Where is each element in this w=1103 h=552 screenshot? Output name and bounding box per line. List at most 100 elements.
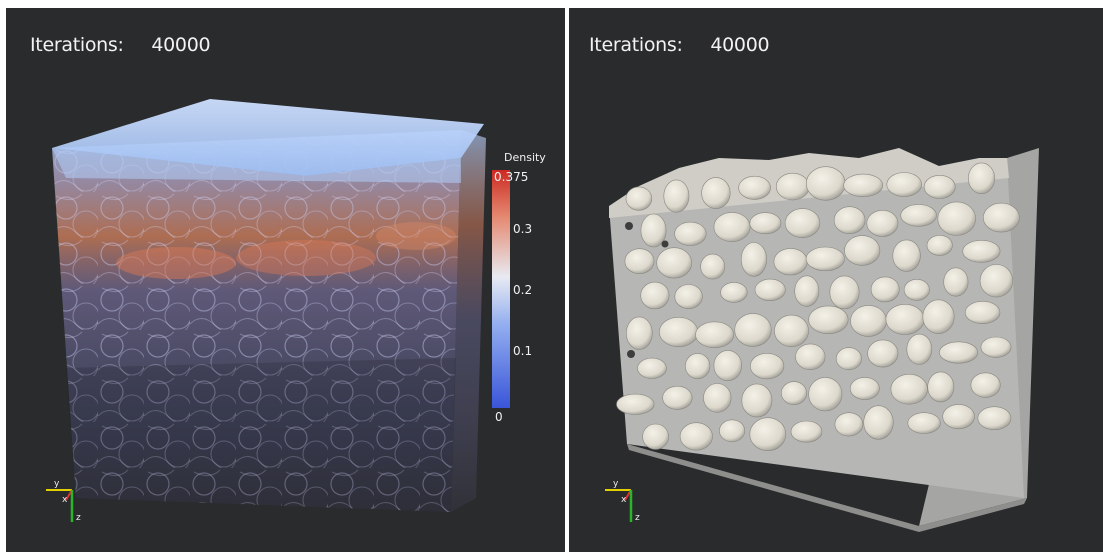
colorbar-tick-0-1: 0.1 [513, 344, 533, 358]
solid-grain [907, 412, 941, 434]
solid-grain [720, 282, 748, 303]
solid-grain [982, 202, 1020, 233]
solid-grain [624, 248, 655, 274]
solid-grain [713, 212, 751, 242]
solid-grain [939, 341, 979, 364]
solid-grain [943, 267, 969, 297]
solid-grain [674, 221, 707, 246]
solid-grain [790, 420, 823, 443]
iterations-readout: Iterations: 40000 [589, 34, 770, 56]
solid-grain [713, 350, 743, 382]
solid-grain [962, 240, 1001, 263]
solid-grain [640, 281, 670, 310]
solid-grain [805, 166, 846, 201]
solid-grain [685, 353, 711, 380]
solid-grain [659, 316, 699, 347]
solid-grain [844, 235, 881, 266]
axis-label-y: y [54, 479, 60, 489]
density-volume-view[interactable]: Iterations: 40000 [6, 8, 565, 552]
solid-grain [923, 174, 956, 199]
solid-grain [794, 275, 820, 307]
solid-grain [719, 419, 746, 443]
colorbar-title: Density [504, 151, 546, 164]
solid-grain [626, 316, 653, 350]
solid-grain [964, 300, 1001, 324]
solid-grain [829, 275, 860, 310]
axis-label-z: z [76, 513, 81, 523]
axis-label-x: x [62, 495, 68, 505]
solid-grain [886, 172, 922, 197]
colorbar-tick-0-2: 0.2 [513, 283, 533, 297]
iterations-value: 40000 [151, 34, 211, 56]
solid-grain [781, 381, 808, 405]
axis-label-x: x [621, 495, 627, 505]
colorbar-tick-min: 0 [495, 410, 503, 424]
solid-grain [866, 209, 899, 237]
iterations-value: 40000 [710, 34, 770, 56]
solid-grain [890, 373, 928, 405]
solid-grain [942, 404, 975, 430]
density-volume-render [52, 99, 486, 512]
solid-grain [979, 264, 1014, 298]
orientation-axes: y x z [46, 479, 81, 523]
iterations-readout: Iterations: 40000 [30, 34, 211, 56]
solid-grain [833, 206, 866, 234]
solid-grain [695, 321, 735, 348]
solid-grain [734, 313, 772, 347]
axis-label-y: y [613, 479, 619, 489]
solid-grain [701, 177, 731, 209]
colorbar-tick-0-3: 0.3 [513, 222, 533, 236]
solid-grain [805, 246, 845, 272]
solid-grain [749, 417, 787, 452]
solid-grain [703, 383, 732, 413]
solid-grain [900, 204, 937, 227]
solid-grain [738, 175, 771, 200]
solid-grain [927, 371, 955, 403]
solid-grain [937, 201, 976, 236]
solid-grain [637, 357, 667, 379]
cube-top-face [52, 99, 484, 176]
density-colorbar [492, 170, 510, 408]
solid-grain [640, 213, 667, 248]
solid-grain [749, 212, 782, 235]
solid-grain [679, 422, 713, 451]
orientation-axes: y x z [605, 479, 640, 523]
solid-grain [795, 343, 826, 370]
solid-grain [850, 305, 887, 337]
solid-grain [784, 208, 821, 238]
solid-grain [656, 247, 692, 279]
solid-grain [625, 186, 653, 211]
solid-grain [892, 239, 921, 272]
solid-grain [977, 406, 1012, 431]
solid-grain [980, 336, 1012, 358]
iterations-label: Iterations: [30, 34, 124, 56]
solid-grain [774, 314, 809, 348]
solid-grain [662, 385, 693, 410]
solid-grain [674, 284, 703, 310]
solid-grain [843, 173, 884, 197]
porous-structure-view[interactable]: Iterations: 40000 y x z [569, 8, 1103, 552]
solid-grain [835, 347, 862, 371]
solid-grain [808, 305, 849, 334]
solid-grain [808, 377, 843, 412]
solid-grain [906, 333, 933, 365]
solid-grain [885, 303, 925, 335]
solid-grain [642, 423, 669, 450]
solid-grain [754, 278, 786, 302]
solid-grain [926, 234, 953, 256]
solid-grain [849, 377, 880, 400]
solid-grain [740, 242, 767, 277]
solid-grain [741, 383, 773, 418]
solid-grain [922, 299, 955, 334]
solid-grain [903, 278, 930, 301]
solid-grain [967, 162, 995, 195]
solid-grain [700, 253, 726, 280]
iterations-label: Iterations: [589, 34, 683, 56]
solid-grain [773, 248, 808, 276]
cube-side-face [451, 130, 486, 512]
solid-grain [775, 172, 810, 201]
solid-grain [870, 276, 900, 303]
solid-grain [616, 393, 655, 415]
solid-grain [663, 179, 690, 213]
solid-grain [863, 405, 894, 440]
